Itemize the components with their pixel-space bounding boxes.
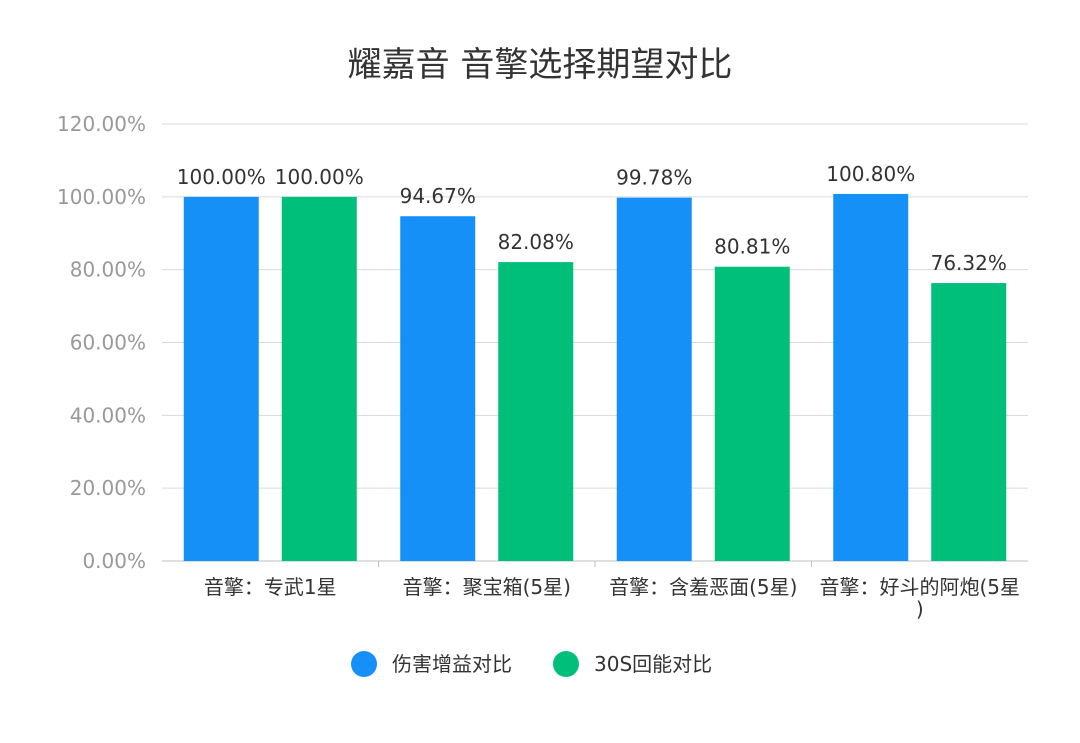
bar-damage-3 bbox=[616, 197, 692, 561]
x-category-label: ) bbox=[916, 597, 924, 621]
data-label: 94.67% bbox=[400, 184, 476, 208]
x-category-label: 音擎：聚宝箱(5星) bbox=[403, 575, 571, 599]
y-tick-label: 100.00% bbox=[57, 185, 146, 209]
bar-energy-4 bbox=[931, 283, 1007, 561]
chart-title: 耀嘉音 音擎选择期望对比 bbox=[348, 45, 733, 85]
data-label: 100.00% bbox=[177, 165, 266, 189]
bar-damage-1 bbox=[183, 196, 259, 562]
y-tick-label: 80.00% bbox=[70, 258, 146, 282]
legend-label[interactable]: 30S回能对比 bbox=[594, 652, 712, 676]
data-label: 82.08% bbox=[498, 230, 574, 254]
x-category-label: 音擎：专武1星 bbox=[204, 575, 337, 599]
bar-energy-3 bbox=[714, 266, 790, 561]
bar-damage-4 bbox=[833, 193, 909, 562]
data-label: 100.00% bbox=[275, 165, 364, 189]
data-label: 99.78% bbox=[616, 166, 692, 190]
legend-marker[interactable] bbox=[553, 651, 579, 677]
bar-damage-2 bbox=[400, 216, 476, 562]
data-label: 100.80% bbox=[826, 162, 915, 186]
data-label: 80.81% bbox=[714, 235, 790, 259]
data-label: 76.32% bbox=[931, 251, 1007, 275]
y-tick-label: 40.00% bbox=[70, 403, 146, 427]
x-category-label: 音擎：含羞恶面(5星) bbox=[609, 575, 797, 599]
x-category-label: 音擎：好斗的阿炮(5星 bbox=[819, 575, 1020, 599]
bar-energy-2 bbox=[498, 262, 574, 561]
legend-label[interactable]: 伤害增益对比 bbox=[392, 652, 512, 676]
legend-marker[interactable] bbox=[351, 651, 377, 677]
y-tick-label: 60.00% bbox=[70, 331, 146, 355]
bar-energy-1 bbox=[281, 196, 357, 562]
y-tick-label: 120.00% bbox=[57, 112, 146, 136]
y-tick-label: 20.00% bbox=[70, 476, 146, 500]
y-tick-label: 0.00% bbox=[82, 549, 146, 573]
